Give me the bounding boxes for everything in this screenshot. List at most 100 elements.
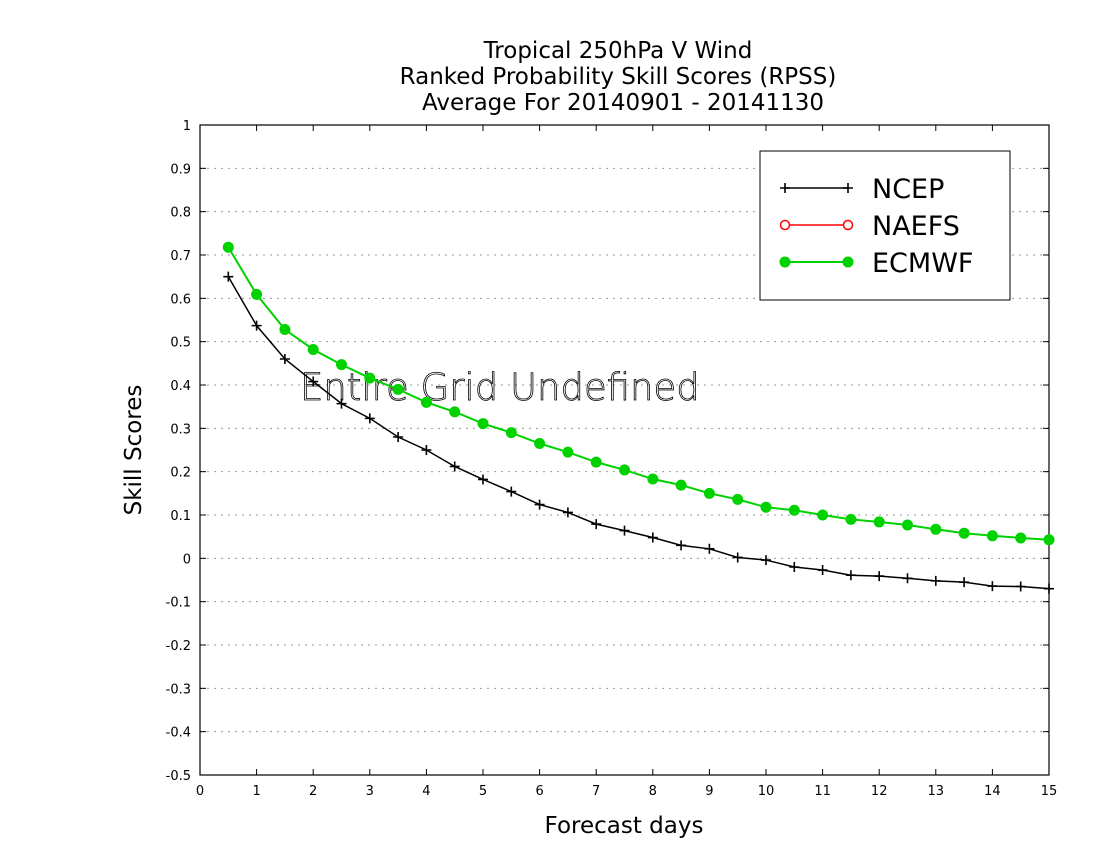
filled-circle-marker — [251, 288, 263, 300]
filled-circle-marker — [477, 418, 489, 430]
filled-circle-marker — [562, 446, 574, 458]
filled-circle-marker — [619, 464, 630, 476]
x-tick-label: 0 — [196, 784, 204, 799]
plus-marker — [845, 570, 856, 581]
plus-marker — [647, 532, 658, 543]
legend-item-ecmwf: ECMWF — [779, 248, 973, 279]
x-tick-label: 1 — [252, 784, 260, 799]
legend-item-naefs: NAEFS — [779, 211, 960, 242]
legend: NCEP NAEFS ECMWF — [759, 150, 1011, 301]
legend-label: NCEP — [872, 174, 944, 205]
chart-subtitle: Ranked Probability Skill Scores (RPSS) — [400, 64, 837, 90]
plus-marker — [1015, 581, 1026, 592]
filled-circle-marker — [986, 530, 998, 542]
filled-circle-marker — [779, 256, 791, 268]
plus-marker — [676, 540, 687, 551]
filled-circle-marker — [1043, 534, 1055, 546]
filled-circle-marker — [449, 406, 461, 418]
x-tick-label: 7 — [592, 784, 600, 799]
plus-marker — [874, 571, 885, 582]
y-axis-label: Skill Scores — [121, 385, 147, 516]
filled-circle-marker — [845, 513, 857, 525]
y-tick-label: 0.7 — [170, 249, 191, 264]
series-ncep — [223, 271, 1054, 594]
filled-circle-marker — [307, 343, 319, 355]
filled-circle-marker — [842, 256, 854, 268]
plus-marker — [789, 562, 800, 572]
axis-ticks: -0.5 -0.4 -0.3 -0.2 -0.1 0 0.1 0.2 0.3 0.4 0.5 0.6 0… — [166, 119, 1058, 799]
plus-marker — [562, 507, 573, 518]
x-axis-label: Forecast days — [545, 813, 704, 839]
plus-marker — [449, 461, 460, 472]
x-tick-label: 4 — [422, 784, 430, 799]
y-tick-label: 0 — [183, 552, 191, 567]
filled-circle-marker — [788, 504, 800, 516]
x-tick-label: 8 — [649, 784, 657, 799]
legend-label: ECMWF — [872, 248, 973, 279]
x-tick-label: 15 — [1041, 784, 1058, 799]
open-circle-marker — [779, 219, 791, 231]
x-tick-label: 6 — [535, 784, 543, 799]
y-tick-label: 0.3 — [170, 422, 191, 437]
plus-marker — [393, 432, 404, 442]
filled-circle-marker — [958, 527, 970, 539]
y-tick-label: -0.2 — [166, 639, 191, 654]
x-tick-label: 5 — [479, 784, 487, 799]
filled-circle-marker — [760, 501, 772, 513]
chart-period: Average For 20140901 - 20141130 — [422, 90, 824, 116]
plus-marker — [959, 577, 970, 588]
filled-circle-marker — [817, 509, 829, 521]
y-tick-label: 0.9 — [170, 162, 191, 177]
filled-circle-marker — [505, 427, 517, 439]
plus-marker — [364, 413, 375, 424]
plus-marker — [732, 552, 743, 563]
filled-circle-marker — [902, 519, 913, 531]
plus-marker — [591, 519, 602, 530]
filled-circle-marker — [732, 493, 744, 505]
filled-circle-marker — [336, 359, 347, 371]
filled-circle-marker — [420, 396, 432, 408]
y-tick-label: -0.1 — [166, 596, 191, 611]
plus-marker — [308, 376, 319, 387]
plus-marker — [704, 543, 715, 554]
filled-circle-marker — [279, 324, 291, 336]
y-tick-label: 0.6 — [170, 292, 191, 307]
series-lines — [222, 241, 1055, 594]
y-tick-label: -0.3 — [166, 682, 191, 697]
filled-circle-marker — [534, 438, 546, 449]
plus-marker — [780, 183, 790, 193]
filled-circle-marker — [364, 372, 376, 384]
series-line — [227, 276, 1050, 590]
legend-item-ncep: NCEP — [780, 174, 944, 205]
series-ecmwf — [222, 241, 1055, 546]
x-tick-label: 10 — [758, 784, 775, 799]
plus-marker — [534, 499, 545, 510]
plus-marker — [223, 271, 234, 282]
x-tick-label: 9 — [705, 784, 713, 799]
plot-frame — [199, 124, 1050, 776]
plus-marker — [761, 555, 771, 566]
x-tick-label: 3 — [366, 784, 374, 799]
plus-marker — [1044, 583, 1054, 594]
plus-marker — [279, 354, 290, 364]
filled-circle-marker — [703, 487, 715, 499]
x-tick-label: 11 — [814, 784, 831, 799]
grid-undefined-annotation: Entire Grid Undefined — [300, 366, 700, 409]
filled-circle-marker — [1015, 532, 1027, 544]
plus-marker — [817, 565, 828, 576]
plus-marker — [902, 573, 913, 584]
filled-circle-marker — [590, 456, 602, 468]
open-circle-marker — [842, 219, 854, 231]
y-tick-label: 0.5 — [170, 336, 191, 351]
chart-title: Tropical 250hPa V Wind — [483, 38, 753, 64]
legend-label: NAEFS — [872, 211, 960, 242]
plus-marker — [251, 320, 262, 331]
plus-marker — [987, 581, 998, 592]
filled-circle-marker — [392, 383, 404, 395]
y-tick-label: 0.2 — [170, 466, 191, 481]
filled-circle-marker — [873, 516, 885, 528]
x-tick-label: 13 — [928, 784, 945, 799]
plus-marker — [336, 398, 347, 409]
plus-marker — [506, 486, 517, 497]
